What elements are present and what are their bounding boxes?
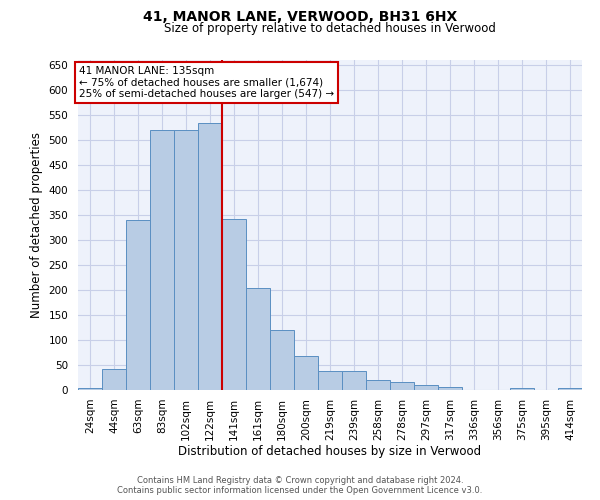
Bar — [126, 220, 150, 390]
Bar — [246, 288, 270, 390]
Bar — [510, 388, 534, 390]
Title: Size of property relative to detached houses in Verwood: Size of property relative to detached ho… — [164, 22, 496, 35]
Text: Contains HM Land Registry data © Crown copyright and database right 2024.
Contai: Contains HM Land Registry data © Crown c… — [118, 476, 482, 495]
Bar — [198, 122, 222, 390]
X-axis label: Distribution of detached houses by size in Verwood: Distribution of detached houses by size … — [178, 446, 482, 458]
Bar — [78, 388, 102, 390]
Bar — [150, 130, 174, 390]
Bar — [270, 330, 294, 390]
Bar — [102, 369, 126, 390]
Bar — [294, 356, 318, 390]
Bar — [366, 380, 390, 390]
Y-axis label: Number of detached properties: Number of detached properties — [30, 132, 43, 318]
Text: 41 MANOR LANE: 135sqm
← 75% of detached houses are smaller (1,674)
25% of semi-d: 41 MANOR LANE: 135sqm ← 75% of detached … — [79, 66, 334, 99]
Bar — [390, 382, 414, 390]
Bar — [222, 218, 246, 390]
Bar — [342, 370, 366, 390]
Text: 41, MANOR LANE, VERWOOD, BH31 6HX: 41, MANOR LANE, VERWOOD, BH31 6HX — [143, 10, 457, 24]
Bar — [174, 130, 198, 390]
Bar — [414, 384, 438, 390]
Bar — [558, 388, 582, 390]
Bar — [438, 386, 462, 390]
Bar — [318, 370, 342, 390]
